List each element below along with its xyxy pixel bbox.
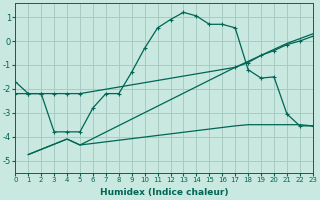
X-axis label: Humidex (Indice chaleur): Humidex (Indice chaleur) bbox=[100, 188, 228, 197]
